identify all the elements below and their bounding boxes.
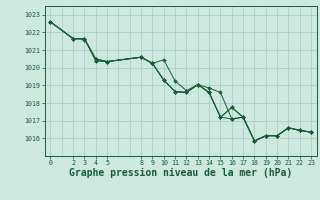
X-axis label: Graphe pression niveau de la mer (hPa): Graphe pression niveau de la mer (hPa) [69,168,292,178]
